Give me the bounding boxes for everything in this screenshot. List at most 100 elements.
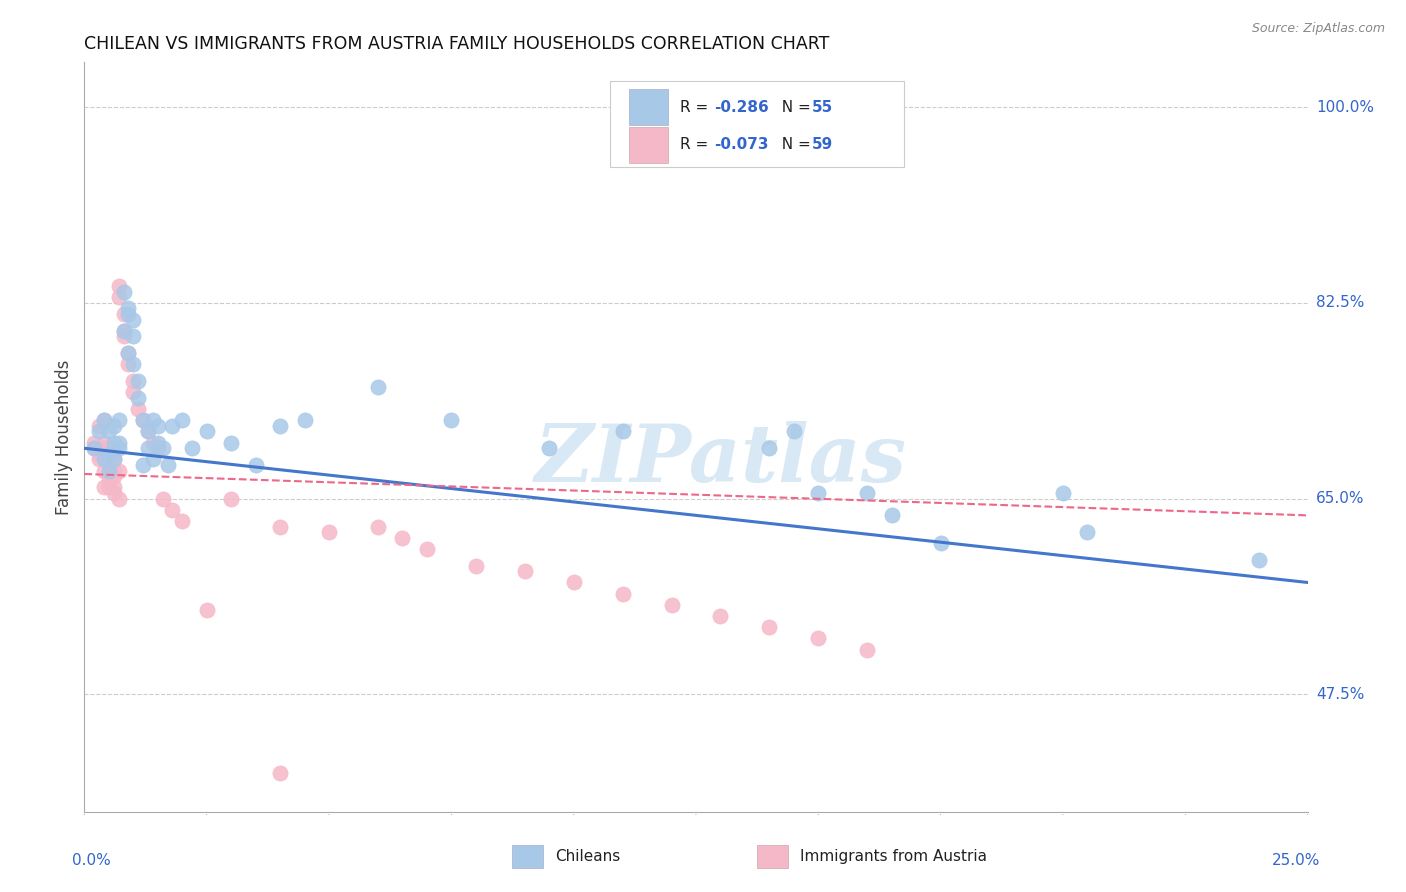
Point (146, 418, 169, 433)
Point (83, 442, 105, 456)
Point (93, 442, 115, 456)
Point (103, 486, 125, 500)
Point (156, 458, 179, 472)
Point (87, 418, 110, 433)
Point (87, 425, 110, 439)
Point (93, 480, 115, 494)
Point (112, 324, 135, 338)
Point (783, 425, 806, 439)
Point (219, 435, 242, 450)
Text: 47.5%: 47.5% (1316, 687, 1364, 702)
Point (367, 519, 389, 533)
Point (1076, 525, 1098, 540)
Point (112, 329, 135, 343)
Point (856, 486, 879, 500)
Point (146, 442, 169, 456)
Text: N =: N = (772, 100, 815, 115)
Point (112, 285, 135, 299)
Point (513, 564, 536, 578)
Point (93, 413, 115, 427)
Point (132, 413, 155, 427)
Point (152, 442, 174, 456)
Point (112, 324, 135, 338)
Bar (628, 127, 668, 163)
Point (103, 480, 125, 494)
Point (269, 418, 291, 433)
Point (142, 413, 165, 427)
Text: Source: ZipAtlas.com: Source: ZipAtlas.com (1251, 22, 1385, 36)
Point (97, 458, 120, 472)
Point (117, 301, 139, 316)
Point (103, 452, 125, 467)
Point (107, 435, 129, 450)
Point (122, 358, 145, 372)
Point (245, 458, 267, 472)
Point (269, 765, 291, 780)
Point (142, 452, 165, 467)
Point (103, 469, 125, 483)
Point (127, 374, 149, 388)
Point (122, 312, 145, 326)
Point (269, 519, 291, 533)
Point (132, 413, 155, 427)
Point (661, 598, 683, 612)
Point (318, 525, 340, 540)
Point (97, 442, 120, 456)
Point (807, 632, 830, 646)
Text: Immigrants from Austria: Immigrants from Austria (800, 849, 987, 864)
Text: -0.073: -0.073 (714, 137, 769, 153)
Point (1052, 486, 1074, 500)
Point (172, 514, 194, 528)
Point (195, 425, 218, 439)
Point (195, 603, 218, 617)
Point (117, 358, 139, 372)
Y-axis label: Family Households: Family Households (55, 359, 73, 515)
Text: 65.0%: 65.0% (1316, 491, 1364, 506)
Point (136, 425, 159, 439)
Point (103, 452, 125, 467)
Text: N =: N = (772, 137, 815, 153)
Text: Chileans: Chileans (555, 849, 620, 864)
Point (152, 491, 174, 506)
Point (97, 469, 120, 483)
Point (391, 531, 413, 545)
Point (612, 425, 634, 439)
Point (440, 413, 463, 427)
Point (562, 575, 585, 590)
Point (172, 413, 194, 427)
FancyBboxPatch shape (610, 81, 904, 168)
Point (107, 464, 129, 478)
Point (367, 380, 389, 394)
Point (758, 442, 780, 456)
Point (117, 346, 139, 360)
Point (97, 475, 120, 489)
Point (807, 486, 830, 500)
Point (103, 464, 125, 478)
Point (1247, 553, 1270, 567)
Point (87, 447, 110, 461)
Point (880, 508, 903, 523)
Point (122, 385, 145, 400)
Text: 59: 59 (813, 137, 834, 153)
Text: 82.5%: 82.5% (1316, 295, 1364, 310)
Point (97, 464, 120, 478)
Text: 0.0%: 0.0% (72, 853, 111, 868)
Point (83, 442, 105, 456)
Point (103, 435, 125, 450)
Point (107, 279, 129, 293)
Point (538, 442, 561, 456)
Point (856, 642, 879, 657)
Point (132, 458, 155, 472)
Point (162, 502, 184, 516)
Point (93, 452, 115, 467)
Point (758, 620, 780, 634)
Point (97, 425, 120, 439)
Point (107, 290, 129, 304)
Point (97, 447, 120, 461)
Text: R =: R = (681, 137, 713, 153)
Text: 25.0%: 25.0% (1271, 853, 1320, 868)
Point (146, 435, 169, 450)
Bar (628, 89, 668, 126)
Point (136, 425, 159, 439)
Point (87, 452, 110, 467)
